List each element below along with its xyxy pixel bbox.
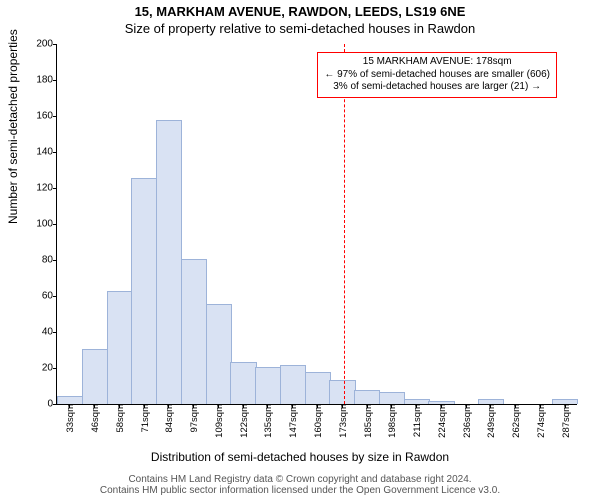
y-tick-mark xyxy=(53,188,57,189)
x-tick-mark xyxy=(416,404,417,408)
x-tick-mark xyxy=(218,404,219,408)
x-tick-label: 262sqm xyxy=(508,404,522,438)
x-tick-label: 224sqm xyxy=(434,404,448,438)
histogram-bar xyxy=(82,349,108,404)
x-tick-mark xyxy=(565,404,566,408)
histogram-bar xyxy=(131,178,157,404)
histogram-bar xyxy=(181,259,207,404)
x-tick-label: 160sqm xyxy=(310,404,324,438)
x-tick-mark xyxy=(94,404,95,408)
x-tick-mark xyxy=(267,404,268,408)
x-tick-mark xyxy=(193,404,194,408)
x-tick-mark xyxy=(342,404,343,408)
histogram-bar xyxy=(107,291,133,404)
x-tick-mark xyxy=(441,404,442,408)
histogram-bar xyxy=(305,372,331,404)
chart-title-desc: Size of property relative to semi-detach… xyxy=(0,19,600,36)
y-tick-mark xyxy=(53,404,57,405)
annotation-box: 15 MARKHAM AVENUE: 178sqm← 97% of semi-d… xyxy=(317,52,557,98)
credit-line-1: Contains HM Land Registry data © Crown c… xyxy=(0,474,600,485)
annotation-line: 15 MARKHAM AVENUE: 178sqm xyxy=(324,56,550,69)
histogram-bar xyxy=(379,392,405,404)
x-tick-mark xyxy=(144,404,145,408)
x-tick-label: 33sqm xyxy=(62,404,76,433)
credit-text: Contains HM Land Registry data © Crown c… xyxy=(0,474,600,496)
x-tick-mark xyxy=(119,404,120,408)
x-tick-label: 84sqm xyxy=(161,404,175,433)
x-tick-label: 274sqm xyxy=(533,404,547,438)
y-tick-mark xyxy=(53,224,57,225)
x-tick-label: 211sqm xyxy=(409,404,423,437)
x-tick-mark xyxy=(515,404,516,408)
x-tick-label: 71sqm xyxy=(137,404,151,433)
x-tick-label: 58sqm xyxy=(112,404,126,433)
x-tick-label: 287sqm xyxy=(558,404,572,438)
histogram-bar xyxy=(156,120,182,404)
x-tick-label: 249sqm xyxy=(483,404,497,438)
histogram-bar xyxy=(255,367,281,404)
x-tick-mark xyxy=(292,404,293,408)
chart-container: 15, MARKHAM AVENUE, RAWDON, LEEDS, LS19 … xyxy=(0,0,600,500)
y-tick-mark xyxy=(53,260,57,261)
x-tick-label: 109sqm xyxy=(211,404,225,438)
x-tick-label: 97sqm xyxy=(186,404,200,433)
y-tick-mark xyxy=(53,332,57,333)
histogram-bar xyxy=(329,380,355,404)
x-tick-label: 198sqm xyxy=(384,404,398,438)
x-tick-mark xyxy=(540,404,541,408)
y-tick-mark xyxy=(53,368,57,369)
x-tick-label: 46sqm xyxy=(87,404,101,433)
y-tick-mark xyxy=(53,80,57,81)
x-tick-label: 185sqm xyxy=(360,404,374,438)
histogram-bar xyxy=(354,390,380,404)
histogram-bar xyxy=(206,304,232,404)
x-tick-mark xyxy=(317,404,318,408)
x-tick-mark xyxy=(391,404,392,408)
x-tick-label: 135sqm xyxy=(260,404,274,438)
annotation-line: 3% of semi-detached houses are larger (2… xyxy=(324,81,550,94)
x-tick-mark xyxy=(243,404,244,408)
y-tick-mark xyxy=(53,44,57,45)
x-axis-label: Distribution of semi-detached houses by … xyxy=(0,450,600,464)
plot-area: 02040608010012014016018020033sqm46sqm58s… xyxy=(56,44,577,405)
x-tick-mark xyxy=(168,404,169,408)
y-axis-label: Number of semi-detached properties xyxy=(6,29,20,224)
y-tick-mark xyxy=(53,296,57,297)
x-tick-mark xyxy=(69,404,70,408)
x-tick-label: 173sqm xyxy=(335,404,349,438)
annotation-line: ← 97% of semi-detached houses are smalle… xyxy=(324,69,550,82)
chart-title-address: 15, MARKHAM AVENUE, RAWDON, LEEDS, LS19 … xyxy=(0,0,600,19)
histogram-bar xyxy=(280,365,306,404)
x-tick-label: 147sqm xyxy=(285,404,299,438)
x-tick-mark xyxy=(466,404,467,408)
credit-line-2: Contains HM public sector information li… xyxy=(0,485,600,496)
histogram-bar xyxy=(230,362,256,404)
x-tick-mark xyxy=(367,404,368,408)
property-marker-line xyxy=(344,44,345,404)
y-tick-mark xyxy=(53,116,57,117)
x-tick-label: 122sqm xyxy=(236,404,250,438)
x-tick-mark xyxy=(490,404,491,408)
y-tick-mark xyxy=(53,152,57,153)
x-tick-label: 236sqm xyxy=(459,404,473,438)
